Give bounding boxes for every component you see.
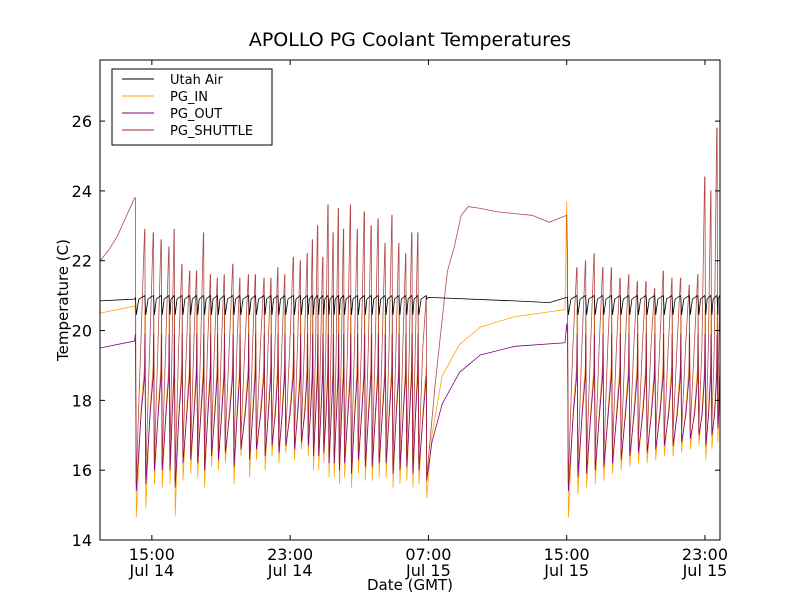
x-tick-label-time: 15:00 [129, 545, 175, 564]
x-tick-label-time: 23:00 [682, 545, 728, 564]
x-tick-label-date: Jul 14 [267, 561, 313, 580]
series-line-pg-shuttle [100, 127, 720, 485]
y-axis: 14 16 18 20 22 24 26 [72, 112, 720, 550]
x-tick-label-date: Jul 15 [543, 561, 589, 580]
y-tick-label: 20 [72, 322, 92, 341]
y-tick-label: 26 [72, 112, 92, 131]
legend: Utah Air PG_IN PG_OUT PG_SHUTTLE [111, 68, 273, 146]
legend-box [111, 68, 273, 146]
y-tick-label: 24 [72, 182, 92, 201]
y-axis-label: Temperature (C) [54, 239, 72, 362]
plot-frame [99, 59, 721, 541]
y-tick-label: 16 [72, 461, 92, 480]
y-tick-label: 14 [72, 531, 92, 550]
y-tick-label: 22 [72, 252, 92, 271]
chart-title: APOLLO PG Coolant Temperatures [249, 29, 571, 51]
x-tick-label-time: 07:00 [405, 545, 451, 564]
x-tick-label-date: Jul 15 [405, 561, 451, 580]
y-tick-label: 18 [72, 391, 92, 410]
x-tick-label-time: 15:00 [544, 545, 590, 564]
legend-label: PG_SHUTTLE [170, 124, 253, 139]
legend-label: PG_IN [170, 90, 208, 105]
plot-series-layer [100, 127, 720, 518]
x-tick-label-date: Jul 14 [128, 561, 174, 580]
legend-label: Utah Air [170, 73, 223, 88]
series-line-utah-air [100, 294, 720, 315]
x-axis-label: Date (GMT) [367, 576, 453, 594]
x-tick-label-date: Jul 15 [682, 561, 728, 580]
legend-label: PG_OUT [170, 107, 222, 122]
x-tick-label-time: 23:00 [267, 545, 313, 564]
